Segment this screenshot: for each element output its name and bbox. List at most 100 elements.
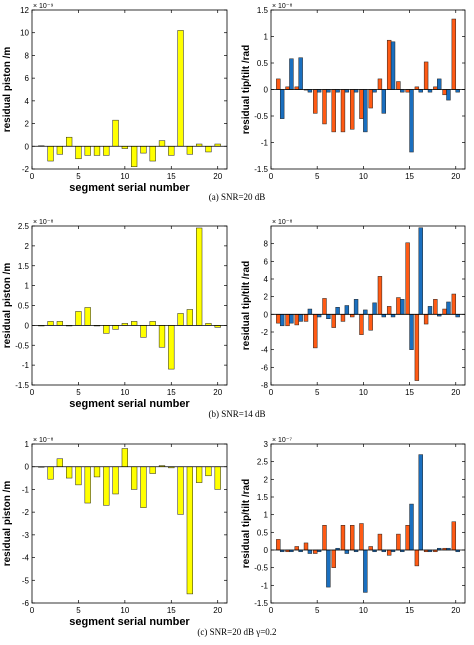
x-axis-label: segment serial number [69,616,190,628]
bar [400,299,405,315]
bar [279,89,285,119]
x-tick-label: 0 [30,388,35,397]
bar [298,57,303,90]
bar [149,466,156,474]
bar [75,146,82,160]
y-tick-label: -4 [261,346,269,355]
y-tick-label: 1 [25,282,30,291]
x-tick-label: 15 [167,606,176,615]
bar [313,89,318,114]
bar [84,466,91,504]
bar [112,119,119,147]
bar [149,146,156,162]
bar [177,30,184,147]
bar [56,146,63,155]
y-exponent-label: × 10⁻⁸ [272,3,293,10]
bar [158,140,166,147]
bar [442,89,447,96]
bar [433,299,438,315]
bar [205,146,212,153]
bar [276,314,281,324]
bar [289,314,294,324]
bar [409,89,414,153]
bar [214,466,221,490]
bar [103,146,110,156]
bar [307,549,313,554]
y-tick-label: -2 [22,165,30,174]
y-tick-label: 2 [25,242,30,251]
y-tick-label: 8 [264,240,269,249]
y-tick-label: 0 [25,321,30,330]
bar [377,78,383,90]
bar [322,89,327,125]
bar [359,89,364,119]
bar [451,18,457,90]
bar [350,89,355,130]
y-tick-label: 1.5 [18,262,30,271]
x-tick-label: 10 [359,388,368,397]
bar [276,539,281,551]
bar [363,309,368,315]
x-tick-label: 10 [120,606,129,615]
bar [47,146,54,162]
bar [186,146,193,155]
y-tick-label: -6 [22,599,30,608]
bar [353,299,359,315]
y-axis-label: residual tip/tilt /rad [241,261,252,350]
x-tick-label: 5 [76,606,81,615]
bar [149,321,156,326]
bar [75,311,82,326]
y-tick-label: -1.5 [254,165,268,174]
x-tick-label: 10 [120,388,129,397]
y-tick-label: 3 [264,440,269,449]
y-tick-label: 2.5 [257,458,269,467]
bar [66,466,73,479]
bar [368,89,373,109]
bar [344,305,350,315]
bar [386,39,392,90]
bar [359,523,364,551]
bar [405,525,410,551]
y-tick-label: 2 [25,120,30,129]
bar [423,61,429,90]
x-tick-label: 5 [315,172,320,181]
bar [177,466,184,515]
bar [196,227,203,326]
caption-c: (c) SNR=20 dB γ=0.2 [197,627,277,637]
y-tick-label: -5 [22,576,30,585]
bar [47,321,54,326]
y-tick-label: 1.5 [257,6,269,15]
bar [386,306,392,315]
bar [359,314,364,335]
y-tick-label: -0.5 [15,341,29,350]
bar [56,458,63,467]
x-tick-label: 10 [120,172,129,181]
bar [409,503,414,551]
axes-frame [31,9,228,170]
bar [307,308,313,315]
bar [186,466,193,595]
y-tick-label: 0.5 [257,59,269,68]
bar [279,314,285,327]
bar [331,314,336,328]
y-tick-label: -2 [261,328,269,337]
x-tick-label: 20 [451,172,460,181]
y-tick-label: 1 [264,33,269,42]
bar [177,313,184,326]
bar [451,293,457,315]
y-tick-label: 2 [264,475,269,484]
y-tick-label: 2 [264,293,269,302]
bar [103,325,110,334]
bar [326,549,331,588]
bar [93,146,101,156]
y-tick-label: -1 [22,485,30,494]
bar [446,301,451,315]
axes-frame [270,443,466,604]
y-tick-label: 10 [20,29,29,38]
x-axis-label: segment serial number [69,182,190,194]
bar [75,466,82,486]
bar [331,89,336,133]
bar [103,466,110,506]
bar [140,325,147,338]
y-tick-label: 0 [25,463,30,472]
